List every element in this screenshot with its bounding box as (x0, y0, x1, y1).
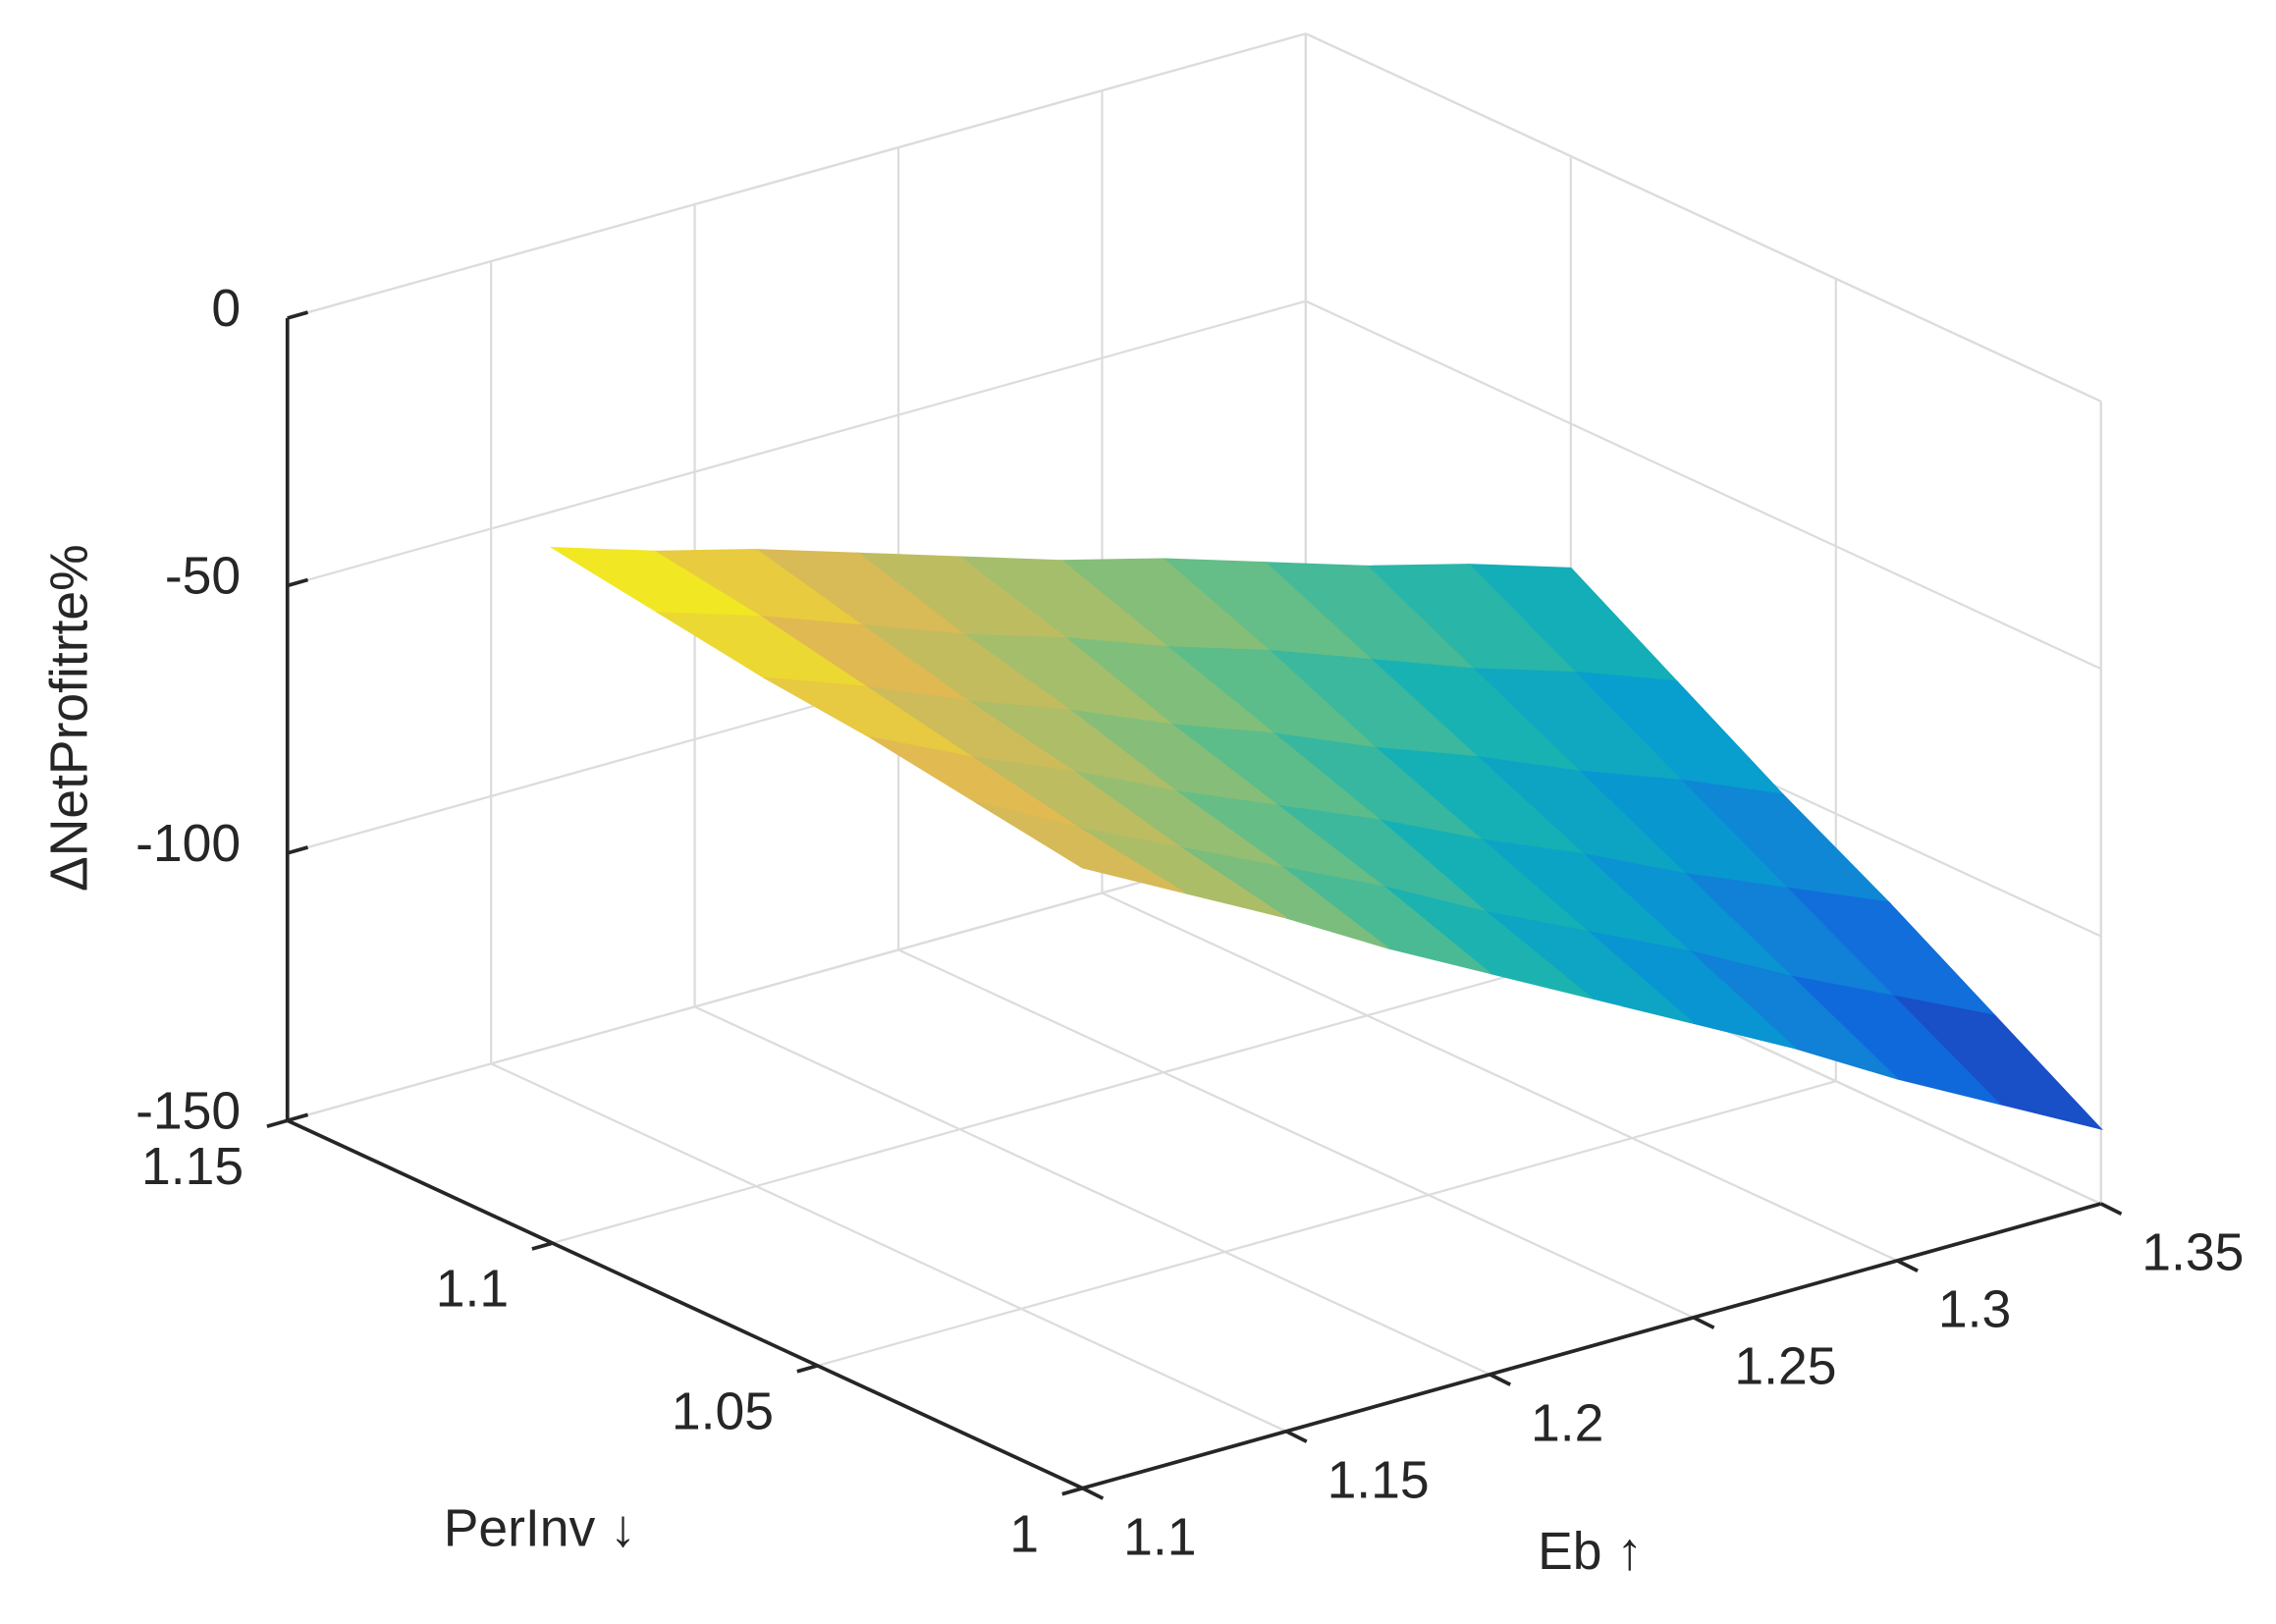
grid-line (817, 1080, 1837, 1367)
z-tick (287, 845, 309, 855)
x-tick-label: 1.25 (1734, 1337, 1836, 1395)
z-tick-label: -100 (135, 815, 241, 873)
z-tick (287, 310, 309, 320)
x-tick-label: 1.1 (1123, 1508, 1196, 1566)
grid-line (694, 1005, 1490, 1376)
grid-line (287, 299, 1307, 587)
grid-line (287, 32, 1307, 320)
y-tick-label: 1 (1009, 1505, 1039, 1563)
grid-line (552, 957, 1572, 1245)
z-tick-label: -50 (165, 548, 241, 606)
x-tick-label: 1.2 (1531, 1394, 1603, 1452)
y-tick-label: 1.15 (141, 1138, 244, 1196)
x-tick (2099, 1202, 2123, 1217)
x-tick (1285, 1430, 1308, 1443)
y-tick (1061, 1486, 1084, 1496)
grid-line (1305, 299, 2102, 671)
y-tick (266, 1118, 289, 1128)
y-axis-label: PerInv ↓ (444, 1499, 636, 1557)
x-tick-label: 1.15 (1328, 1451, 1430, 1509)
x-tick (1081, 1487, 1105, 1500)
z-tick (287, 1112, 309, 1123)
y-tick (796, 1364, 819, 1374)
z-axis-label: ΔNetProfitrte% (40, 544, 98, 892)
x-axis-label: Eb ↑ (1538, 1523, 1643, 1581)
grid-line (1101, 892, 1898, 1262)
z-tick-label: -150 (135, 1082, 241, 1140)
x-tick (1489, 1373, 1512, 1386)
z-tick (287, 577, 309, 588)
x-tick (1692, 1316, 1715, 1329)
x-tick-label: 1.3 (1938, 1281, 2011, 1339)
surface-patch (976, 801, 1185, 893)
grid-line (1305, 32, 2102, 403)
y-axis (286, 1118, 1084, 1490)
grid-line (287, 835, 1307, 1122)
grid-line (490, 1062, 1287, 1433)
y-tick-label: 1.1 (436, 1261, 509, 1319)
y-tick-label: 1.05 (672, 1383, 774, 1441)
x-tick-label: 1.35 (2141, 1224, 2244, 1282)
x-axis (1082, 1202, 2102, 1490)
x-tick (1896, 1259, 1919, 1272)
z-tick-label: 0 (211, 280, 241, 338)
y-tick (531, 1241, 554, 1251)
grid-line (897, 948, 1695, 1319)
